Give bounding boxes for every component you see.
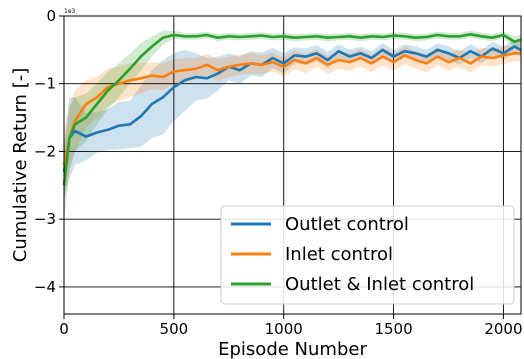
x-tick-label-2: 1000 [265, 320, 303, 338]
y-offset-label: 1e3 [64, 8, 76, 15]
legend-label-2: Inlet control [285, 244, 393, 265]
x-axis-label: Episode Number [218, 339, 367, 359]
y-tick-label-3: −3 [34, 210, 56, 228]
plot-frame [63, 15, 522, 315]
legend-box [220, 205, 515, 305]
line-series-3 [62, 32, 522, 186]
y-tick-label-1: −1 [34, 75, 56, 93]
axis-ticks: 0 500 1000 1500 2000 0 −1 −2 −3 −4 [34, 7, 523, 338]
legend: Outlet control Inlet control Outlet & Inle… [220, 205, 515, 305]
x-tick-label-0: 0 [59, 320, 69, 338]
x-tick-label-1: 500 [160, 320, 189, 338]
line-series-2 [62, 51, 521, 166]
band-series-1 [64, 39, 521, 199]
x-tick-label-4: 2000 [484, 320, 522, 338]
x-tick-label-3: 1500 [374, 320, 412, 338]
line-series-1 [62, 45, 522, 173]
legend-label-3: Outlet & Inlet control [285, 274, 474, 295]
series-lines [62, 32, 522, 186]
y-tick-label-0: 0 [46, 7, 56, 25]
y-axis-label: Cumulative Return [-] [10, 68, 31, 262]
legend-label-1: Outlet control [285, 214, 409, 235]
y-tick-label-2: −2 [34, 142, 56, 160]
y-tick-label-4: −4 [34, 278, 56, 296]
